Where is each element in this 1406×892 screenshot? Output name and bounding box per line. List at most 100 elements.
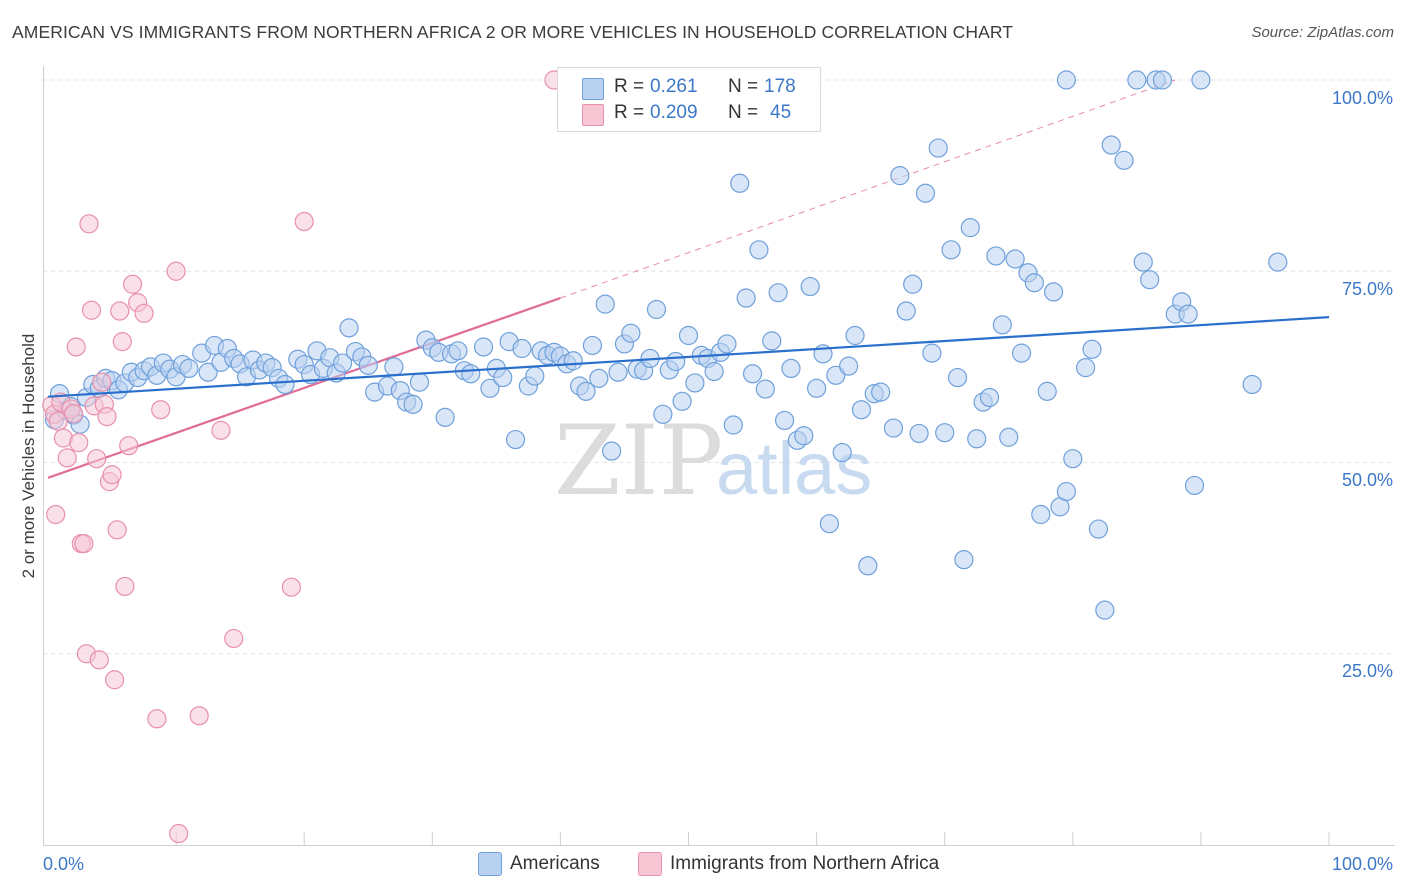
point-americans	[409, 372, 430, 392]
point-americans	[800, 276, 820, 297]
point-americans	[762, 331, 782, 351]
points-americans	[44, 70, 1288, 620]
point-americans	[666, 351, 686, 372]
point-americans	[819, 514, 840, 534]
point-americans	[525, 366, 545, 386]
point-americans	[883, 418, 904, 438]
point-americans	[717, 334, 737, 354]
y-tick-75: 75.0%	[1342, 279, 1393, 299]
point-americans	[653, 404, 673, 424]
point-americans	[839, 356, 859, 376]
point-americans	[935, 423, 955, 443]
point-americans	[1095, 600, 1115, 620]
point-americans	[621, 323, 641, 343]
point-americans	[986, 246, 1006, 266]
point-immigrants	[92, 372, 112, 392]
point-americans	[851, 400, 872, 420]
legend-n-label: N =	[728, 102, 759, 123]
point-americans	[928, 138, 948, 158]
point-immigrants	[66, 337, 86, 357]
point-americans	[979, 387, 1000, 408]
point-americans	[1152, 70, 1173, 90]
point-immigrants	[169, 823, 189, 844]
x-tick-100: 100.0%	[1332, 854, 1393, 874]
point-americans	[275, 374, 295, 395]
point-immigrants	[119, 436, 139, 456]
legend-n-immigrants: 45	[770, 102, 792, 123]
point-americans	[435, 407, 455, 427]
point-americans	[1178, 304, 1198, 324]
legend-r-americans: 0.261	[650, 76, 698, 97]
point-americans	[1043, 282, 1064, 302]
point-americans	[493, 367, 513, 388]
point-americans	[749, 240, 769, 260]
point-americans	[736, 288, 756, 308]
point-americans	[595, 294, 615, 314]
y-tick-labels: 100.0% 75.0% 50.0% 25.0%	[1332, 88, 1393, 681]
point-americans	[1140, 270, 1160, 290]
points-immigrants	[42, 70, 564, 844]
point-immigrants	[115, 576, 135, 597]
point-immigrants	[281, 577, 301, 597]
point-americans	[563, 351, 583, 371]
point-americans	[576, 381, 596, 401]
point-americans	[947, 367, 968, 388]
point-immigrants	[166, 261, 186, 281]
point-americans	[967, 429, 987, 449]
point-immigrants	[102, 465, 122, 485]
point-immigrants	[134, 303, 154, 323]
point-americans	[1005, 249, 1025, 269]
point-americans	[1242, 374, 1262, 395]
point-americans	[198, 362, 218, 382]
point-americans	[1056, 481, 1076, 502]
point-americans	[512, 338, 532, 359]
point-americans	[1127, 70, 1147, 90]
point-americans	[473, 337, 494, 357]
point-americans	[742, 364, 763, 384]
point-americans	[1268, 252, 1288, 272]
point-americans	[768, 283, 788, 303]
legend-n-label: N =	[728, 76, 759, 97]
legend-swatch-immigrants	[582, 104, 604, 126]
bottom-legend-label-immigrants: Immigrants from Northern Africa	[670, 853, 940, 874]
point-americans	[678, 325, 699, 346]
point-americans	[1063, 449, 1083, 469]
point-immigrants	[69, 433, 89, 453]
point-americans	[999, 427, 1019, 447]
legend-n-americans: 178	[764, 76, 796, 97]
point-americans	[582, 335, 603, 356]
legend-r-label: R =	[614, 76, 645, 97]
point-americans	[672, 391, 692, 411]
bottom-legend-swatch-americans	[478, 852, 502, 876]
point-americans	[941, 240, 961, 260]
point-americans	[954, 550, 974, 570]
point-americans	[1037, 381, 1057, 401]
point-immigrants	[224, 628, 244, 649]
point-americans	[896, 301, 916, 321]
point-immigrants	[147, 709, 167, 729]
point-americans	[1011, 343, 1032, 363]
point-americans	[333, 353, 353, 373]
point-americans	[602, 441, 622, 461]
point-americans	[871, 382, 891, 402]
point-americans	[608, 362, 628, 382]
point-immigrants	[107, 520, 127, 540]
point-americans	[1133, 252, 1153, 272]
point-americans	[915, 183, 936, 203]
trend-extension-immigrants	[560, 79, 1176, 299]
y-axis-label: 2 or more Vehicles in Household	[19, 334, 38, 579]
point-americans	[890, 166, 910, 186]
point-immigrants	[211, 420, 231, 440]
point-immigrants	[97, 407, 117, 427]
point-americans	[1082, 339, 1102, 359]
point-americans	[774, 410, 795, 431]
point-americans	[832, 442, 852, 463]
watermark: ZIP atlas	[554, 405, 872, 517]
point-immigrants	[79, 214, 99, 234]
trend-americans	[47, 316, 1330, 398]
point-immigrants	[105, 670, 125, 690]
axes	[43, 66, 1395, 846]
source-label: Source: ZipAtlas.com	[1251, 24, 1394, 41]
point-americans	[448, 341, 468, 361]
